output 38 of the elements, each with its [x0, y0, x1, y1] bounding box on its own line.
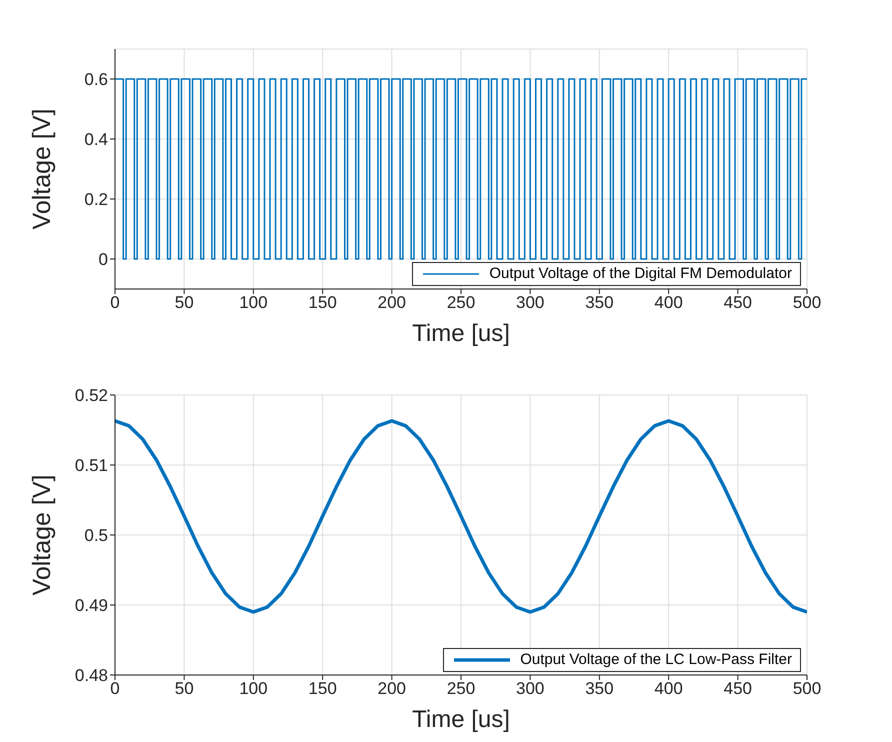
- y-tick-label: 0.52: [74, 386, 108, 406]
- x-tick-label: 500: [792, 679, 822, 698]
- x-tick-label: 150: [308, 679, 337, 698]
- x-tick-label: 300: [516, 293, 544, 312]
- x-tick-label: 350: [585, 679, 614, 698]
- x-axis-title: Time [us]: [412, 320, 510, 347]
- y-tick-label: 0.2: [84, 190, 108, 210]
- y-tick-label: 0.51: [74, 456, 108, 476]
- y-tick-label: 0.6: [84, 70, 108, 90]
- x-tick-label: 200: [378, 293, 406, 312]
- legend-label: Output Voltage of the LC Low-Pass Filter: [520, 650, 792, 670]
- x-tick-label: 500: [792, 293, 822, 312]
- y-tick-label: 0.5: [84, 526, 108, 546]
- x-tick-label: 400: [654, 293, 683, 312]
- legend-label: Output Voltage of the Digital FM Demodulator: [489, 264, 792, 284]
- y-tick-label: 0.4: [84, 130, 108, 150]
- y-tick-label: 0.48: [74, 666, 108, 686]
- x-tick-label: 0: [110, 293, 120, 312]
- x-tick-label: 350: [585, 293, 614, 312]
- x-tick-label: 250: [446, 679, 476, 698]
- x-tick-label: 50: [174, 293, 194, 312]
- line-series: [115, 419, 807, 614]
- y-tick-label: 0: [98, 250, 108, 270]
- x-tick-label: 150: [308, 293, 337, 312]
- x-tick-label: 250: [446, 293, 476, 312]
- y-axis-title: Voltage [V]: [28, 108, 56, 230]
- x-tick-label: 50: [174, 679, 194, 698]
- x-tick-label: 450: [724, 679, 752, 698]
- y-tick-label: 0.49: [74, 596, 108, 616]
- x-tick-label: 400: [654, 679, 683, 698]
- y-axis-title: Voltage [V]: [28, 474, 56, 596]
- x-tick-label: 100: [239, 293, 268, 312]
- x-tick-label: 300: [516, 679, 544, 698]
- x-tick-label: 100: [239, 679, 268, 698]
- x-tick-label: 450: [724, 293, 752, 312]
- x-axis-title: Time [us]: [412, 706, 510, 733]
- x-tick-label: 200: [378, 679, 406, 698]
- x-tick-label: 0: [110, 679, 120, 698]
